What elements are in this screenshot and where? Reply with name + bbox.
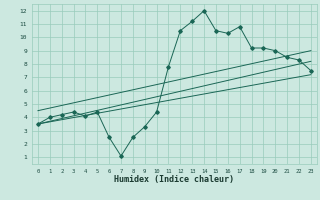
X-axis label: Humidex (Indice chaleur): Humidex (Indice chaleur) — [115, 175, 234, 184]
